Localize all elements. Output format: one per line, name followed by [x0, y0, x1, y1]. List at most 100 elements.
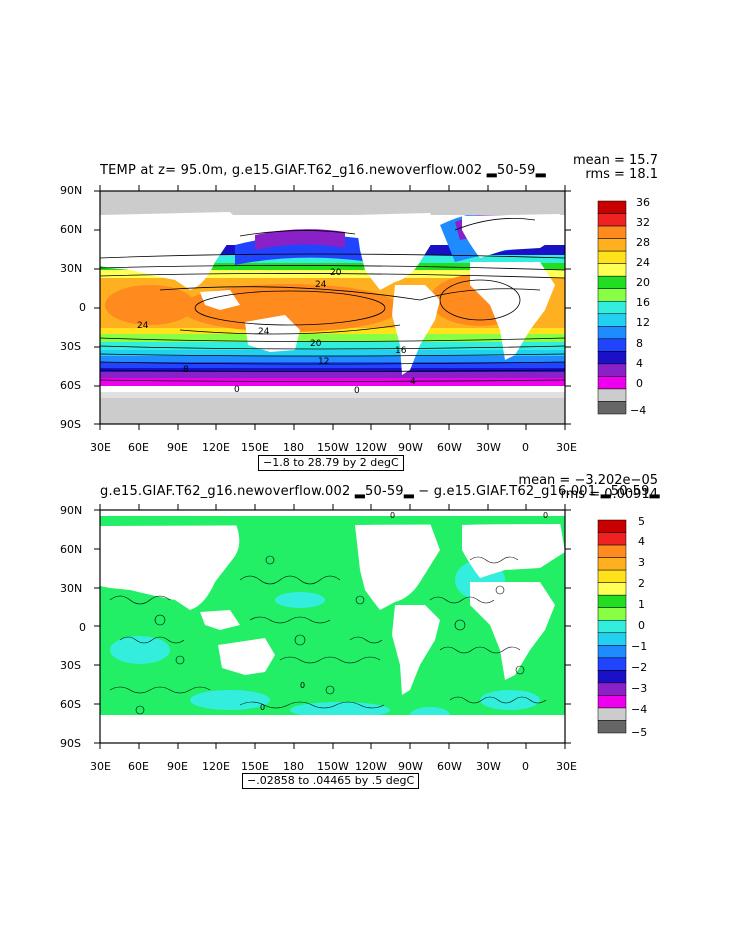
colorbar-swatch: [597, 338, 627, 352]
lon-label: 150W: [317, 760, 349, 773]
colorbar-swatch: [597, 569, 627, 583]
panel1-rms: rms = 18.1: [585, 167, 658, 182]
lon-label: 30E: [90, 441, 111, 454]
colorbar-swatch: [597, 594, 627, 608]
lat-label: 0: [79, 301, 86, 314]
colorbar-label: 3: [638, 556, 645, 569]
colorbar-label: 0: [636, 377, 643, 390]
colorbar-label: −4: [631, 703, 648, 716]
lon-label: 30E: [90, 760, 111, 773]
colorbar-label: 4: [636, 357, 643, 370]
colorbar-label: −5: [631, 726, 648, 739]
panel2-difference-map: [100, 510, 565, 743]
contour-label: 0: [354, 386, 360, 396]
lat-label: 30N: [60, 262, 83, 275]
colorbar-label: 12: [636, 316, 650, 329]
panel2-mean: mean = −3.202e−05: [518, 473, 658, 488]
colorbar-label: −4: [630, 404, 647, 417]
lat-label: 60S: [60, 379, 81, 392]
colorbar-label: 20: [636, 276, 650, 289]
colorbar-label: 5: [638, 515, 645, 528]
colorbar-swatch: [597, 238, 627, 252]
colorbar-swatch: [597, 682, 627, 696]
colorbar-label: 28: [636, 236, 650, 249]
colorbar-swatch: [597, 300, 627, 315]
colorbar-swatch: [597, 720, 627, 734]
lon-label: 0: [522, 760, 529, 773]
colorbar-swatch: [597, 288, 627, 302]
lat-label: 60S: [60, 698, 81, 711]
colorbar-swatch: [597, 519, 627, 533]
lon-label: 120E: [202, 760, 230, 773]
panel2-contour-labels: 0 0 0 0: [260, 511, 548, 712]
lon-label: 30E: [556, 760, 577, 773]
lon-label: 120W: [355, 441, 387, 454]
colorbar-label: 36: [636, 196, 650, 209]
colorbar-label: −3: [631, 682, 648, 695]
colorbar-swatch: [597, 557, 627, 571]
lat-label: 60N: [60, 543, 83, 556]
contour-label: 0: [300, 681, 305, 690]
colorbar-swatch: [597, 351, 627, 365]
lat-label: 30N: [60, 582, 83, 595]
colorbar-swatch: [597, 388, 627, 402]
lon-label: 120W: [355, 760, 387, 773]
lon-label: 120E: [202, 441, 230, 454]
colorbar-swatch: [597, 532, 627, 546]
colorbar-swatch: [597, 363, 627, 377]
contour-label: 0: [390, 511, 395, 520]
colorbar-swatch: [597, 225, 627, 239]
lat-label: 90S: [60, 418, 81, 431]
panel2-range-box: −.02858 to .04465 by .5 degC: [242, 773, 420, 789]
colorbar-swatch: [597, 582, 627, 596]
lon-label: 150E: [241, 760, 269, 773]
lon-label: 0: [522, 441, 529, 454]
colorbar-swatch: [597, 200, 627, 214]
lon-label: 30W: [476, 441, 501, 454]
colorbar-swatch: [597, 707, 627, 721]
colorbar-label: −1: [631, 640, 648, 653]
contour-label: 8: [183, 365, 189, 375]
lon-label: 60E: [128, 760, 149, 773]
lon-label: 150E: [241, 441, 269, 454]
colorbar-label: 24: [636, 256, 650, 269]
contour-label: 12: [318, 357, 329, 367]
colorbar-swatch: [597, 275, 627, 289]
lon-label: 90E: [167, 441, 188, 454]
lon-label: 30W: [476, 760, 501, 773]
colorbar-swatch: [597, 263, 627, 277]
contour-label: 24: [315, 280, 327, 290]
contour-label: 0: [234, 385, 240, 395]
lon-label: 60W: [437, 441, 462, 454]
lat-label: 30S: [60, 659, 81, 672]
panel2-rms: rms = 0.00914: [560, 487, 658, 502]
colorbar-label: 1: [638, 598, 645, 611]
colorbar-swatch: [597, 401, 627, 415]
lat-label: 90N: [60, 184, 83, 197]
colorbar-swatch: [597, 657, 627, 671]
panel1-mean: mean = 15.7: [573, 153, 658, 168]
colorbar-swatch: [597, 607, 627, 621]
panel1-temperature-map: [100, 191, 565, 424]
contour-label: 24: [258, 327, 270, 337]
panel2-colorbar: [597, 519, 627, 734]
contour-label: 0: [260, 703, 265, 712]
colorbar-label: 4: [638, 535, 645, 548]
panel2-title: g.e15.GIAF.T62_g16.newoverflow.002 ▂50-5…: [100, 484, 660, 499]
panel1-title: TEMP at z= 95.0m, g.e15.GIAF.T62_g16.new…: [100, 163, 546, 178]
panel1-range-box: −1.8 to 28.79 by 2 degC: [258, 455, 404, 471]
lon-label: 180: [283, 760, 304, 773]
contour-label: 16: [395, 346, 407, 356]
contour-label: 4: [410, 377, 416, 387]
lat-label: 60N: [60, 223, 83, 236]
contour-label: 20: [330, 268, 342, 278]
panel2-ticks: [94, 504, 571, 749]
lon-label: 90W: [398, 760, 423, 773]
contour-label: 20: [310, 339, 322, 349]
colorbar-swatch: [597, 632, 627, 646]
panel1-ticks: [94, 185, 571, 430]
colorbar-swatch: [597, 326, 627, 340]
colorbar-swatch: [597, 645, 627, 659]
lat-label: 30S: [60, 340, 81, 353]
colorbar-swatch: [597, 213, 627, 227]
